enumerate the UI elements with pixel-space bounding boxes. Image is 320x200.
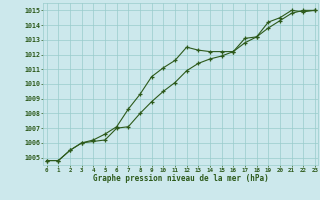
X-axis label: Graphe pression niveau de la mer (hPa): Graphe pression niveau de la mer (hPa) (93, 174, 269, 183)
